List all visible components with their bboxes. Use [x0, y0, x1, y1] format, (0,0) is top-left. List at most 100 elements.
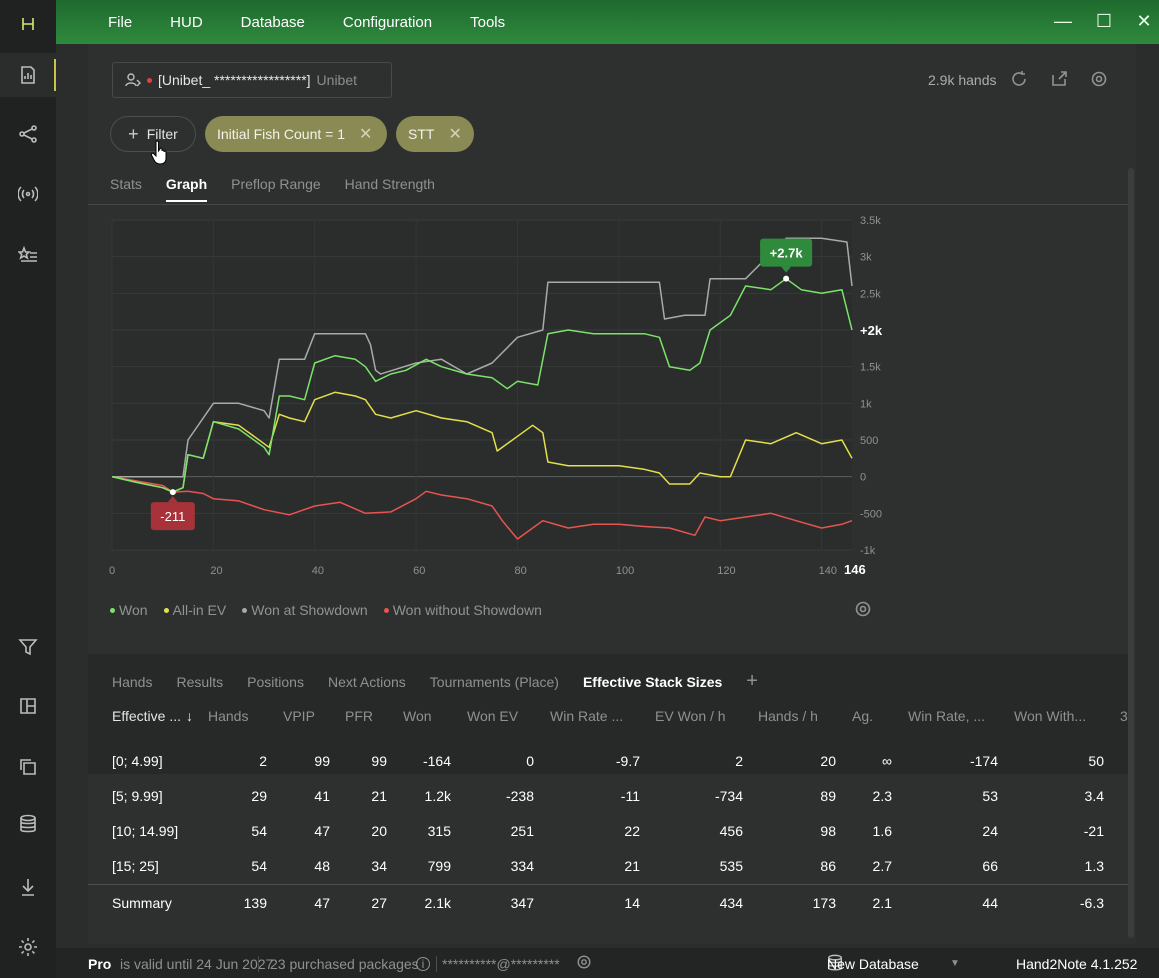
account-gear-icon[interactable]: [576, 954, 592, 973]
cell-pfr: 27: [371, 895, 387, 911]
col-vpip[interactable]: VPIP: [283, 708, 315, 724]
cell-ag: 2.1: [872, 895, 892, 911]
gear-icon[interactable]: [1090, 70, 1110, 90]
cell-hands-h: 173: [812, 895, 836, 911]
table-row[interactable]: [15; 25] 54 48 34 799 334 21 535 86 2.7 66 1.3: [88, 849, 1128, 884]
col-more[interactable]: 3: [1120, 708, 1128, 724]
cell-win-rate: -9.7: [615, 753, 640, 769]
col-hands[interactable]: Hands: [208, 708, 249, 724]
refresh-icon[interactable]: [1010, 70, 1030, 90]
cell-hands-h: 86: [820, 858, 836, 874]
settings-gear-icon[interactable]: [0, 925, 56, 969]
cell-won-with: 50: [1088, 753, 1104, 769]
cell-hands-h: 20: [820, 753, 836, 769]
plot-area: [112, 220, 852, 550]
tab-graph[interactable]: Graph: [165, 176, 208, 202]
cell-label: Summary: [112, 895, 172, 911]
x-tick-label: 40: [312, 565, 324, 577]
col-hands-h[interactable]: Hands / h: [758, 708, 818, 724]
tab-results[interactable]: Results: [176, 674, 224, 690]
download-icon[interactable]: [0, 865, 56, 909]
filter-icon[interactable]: [0, 625, 56, 669]
cell-won-ev: 251: [510, 823, 534, 839]
cell-won-with: -6.3: [1079, 895, 1104, 911]
y-tick-label: 500: [860, 435, 878, 447]
cell-hands-h: 98: [820, 823, 836, 839]
cell-label: [10; 14.99]: [112, 823, 179, 839]
plus-icon: +: [128, 123, 139, 144]
filter-chip-fish-count[interactable]: Initial Fish Count = 1 ✕: [205, 116, 387, 152]
filter-button[interactable]: + Filter: [110, 116, 196, 152]
menu-hud[interactable]: HUD: [170, 13, 203, 31]
status-bar: Pro is valid until 24 Jun 2027 23 purcha…: [56, 948, 1159, 978]
legend-label: Won at Showdown: [251, 602, 368, 618]
table-row[interactable]: [10; 14.99] 54 47 20 315 251 22 456 98 1.6 24 -21: [88, 814, 1128, 849]
star-list-icon[interactable]: [0, 233, 56, 277]
report-panel: [Unibet_ *****************] Unibet 2.9k …: [88, 44, 1136, 944]
purchased-packages[interactable]: 23 purchased packages: [270, 956, 419, 972]
legend-item[interactable]: Won without Showdown: [383, 602, 542, 618]
player-selector[interactable]: [Unibet_ *****************] Unibet: [112, 62, 392, 98]
tab-positions[interactable]: Positions: [247, 674, 304, 690]
chip-label: Initial Fish Count = 1: [217, 126, 346, 142]
col-ev-won-h[interactable]: EV Won / h: [655, 708, 726, 724]
table-row[interactable]: [5; 9.99] 29 41 21 1.2k -238 -11 -734 89 2.3 53 3.4: [88, 779, 1128, 814]
col-win-rate[interactable]: Win Rate ...: [550, 708, 624, 724]
cell-won-ev: -238: [505, 788, 534, 804]
y-tick-label: 1k: [860, 398, 872, 410]
series-line-won-at-showdown: [112, 237, 853, 478]
col-won-ev[interactable]: Won EV: [467, 708, 519, 724]
chevron-down-icon[interactable]: ▼: [950, 958, 960, 969]
col-win-rate-2[interactable]: Win Rate, ...: [908, 708, 986, 724]
export-icon[interactable]: [1050, 70, 1070, 90]
status-dot: [147, 77, 152, 83]
tab-tournaments-place[interactable]: Tournaments (Place): [429, 674, 559, 690]
layout-icon[interactable]: [0, 684, 56, 728]
col-won-with[interactable]: Won With...: [1014, 708, 1087, 724]
tab-hands[interactable]: Hands: [112, 674, 153, 690]
legend-item[interactable]: All-in EV: [163, 602, 226, 618]
legend-item[interactable]: Won: [110, 602, 148, 618]
user-icon: [125, 73, 141, 87]
tab-next-actions[interactable]: Next Actions: [327, 674, 406, 690]
database-icon[interactable]: [0, 802, 56, 846]
broadcast-icon[interactable]: [0, 172, 56, 216]
info-icon[interactable]: i: [416, 957, 430, 971]
tab-hand-strength[interactable]: Hand Strength: [344, 176, 435, 192]
chip-remove-icon[interactable]: ✕: [359, 126, 373, 143]
legend-item[interactable]: Won at Showdown: [242, 602, 368, 618]
tab-preflop-range[interactable]: Preflop Range: [231, 176, 321, 192]
graph-settings-gear-icon[interactable]: [854, 600, 874, 620]
maximize-button[interactable]: ☐: [1095, 11, 1113, 31]
menu-database[interactable]: Database: [240, 13, 305, 31]
menu-configuration[interactable]: Configuration: [342, 13, 433, 31]
tab-stats[interactable]: Stats: [110, 176, 142, 192]
cell-ev-won-h: -734: [714, 788, 743, 804]
menu-file[interactable]: File: [108, 13, 133, 31]
cell-vpip: 41: [314, 788, 330, 804]
reports-icon[interactable]: [0, 53, 56, 97]
summary-row[interactable]: Summary 139 47 27 2.1k 347 14 434 173 2.1 44 -6.3: [88, 886, 1128, 921]
close-button[interactable]: ✕: [1136, 11, 1152, 31]
minimize-button[interactable]: —: [1054, 11, 1072, 31]
filter-chip-stt[interactable]: STT ✕: [396, 116, 474, 152]
table-row[interactable]: [0; 4.99] 2 99 99 -164 0 -9.7 2 20 ∞ -174 50: [88, 744, 1128, 779]
status-separator: [436, 956, 437, 972]
vertical-scrollbar[interactable]: [1128, 168, 1134, 938]
col-pfr[interactable]: PFR: [345, 708, 373, 724]
add-tab-button[interactable]: +: [746, 670, 758, 692]
share-nodes-icon[interactable]: [0, 112, 56, 156]
cell-won: 2.1k: [424, 895, 451, 911]
col-effective[interactable]: Effective ...: [112, 708, 181, 724]
menu-tools[interactable]: Tools: [470, 13, 506, 31]
title-bar: [0, 0, 1159, 44]
col-won[interactable]: Won: [403, 708, 432, 724]
cell-won-with: 3.4: [1084, 788, 1104, 804]
col-ag[interactable]: Ag.: [852, 708, 874, 724]
database-selector[interactable]: New Database: [827, 956, 919, 972]
copy-icon[interactable]: [0, 745, 56, 789]
cell-won-ev: 0: [526, 753, 534, 769]
chip-remove-icon[interactable]: ✕: [448, 126, 462, 143]
account-email[interactable]: **********@*********: [442, 956, 560, 972]
sort-desc-icon[interactable]: ↓: [186, 708, 193, 724]
